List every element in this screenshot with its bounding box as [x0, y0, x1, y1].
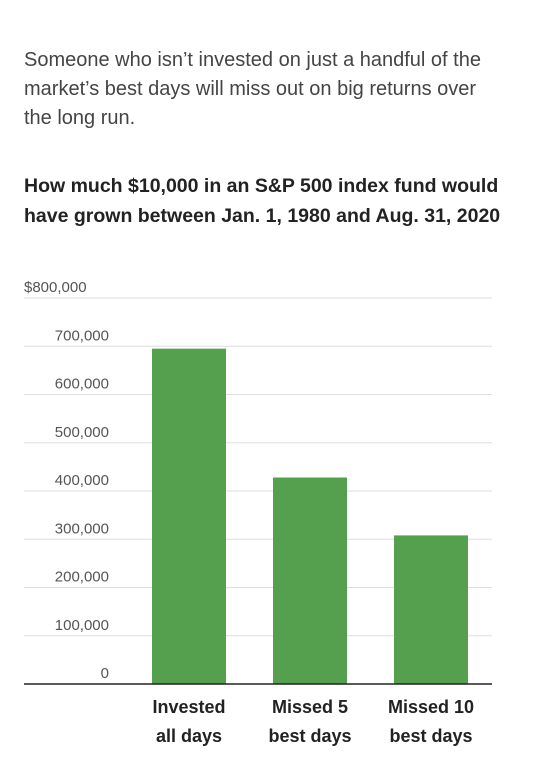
- y-tick-label: 300,000: [55, 520, 109, 537]
- x-tick-label: best days: [268, 726, 351, 746]
- y-tick-label: 400,000: [55, 472, 109, 489]
- x-tick-label: best days: [389, 726, 472, 746]
- y-tick-label: 700,000: [55, 327, 109, 344]
- chart-subtitle: Someone who isn’t invested on just a han…: [24, 49, 481, 129]
- x-tick-label: Missed 5: [272, 697, 348, 717]
- bar: [273, 477, 347, 684]
- bar: [394, 535, 468, 684]
- x-tick-label: Invested: [152, 697, 225, 717]
- x-tick-label: all days: [156, 726, 222, 746]
- y-tick-label: $800,000: [24, 279, 87, 296]
- y-tick-label: 0: [101, 665, 109, 682]
- chart-title: How much $10,000 in an S&P 500 index fun…: [24, 175, 501, 227]
- y-tick-label: 200,000: [55, 569, 109, 586]
- bar-chart: 0 100,000 200,000 300,000 400,000 500,000 600,…: [24, 279, 492, 746]
- bar: [152, 348, 226, 684]
- y-tick-label: 100,000: [55, 617, 109, 634]
- y-tick-label: 500,000: [55, 424, 109, 441]
- x-tick-label: Missed 10: [388, 697, 474, 717]
- y-tick-label: 600,000: [55, 376, 109, 393]
